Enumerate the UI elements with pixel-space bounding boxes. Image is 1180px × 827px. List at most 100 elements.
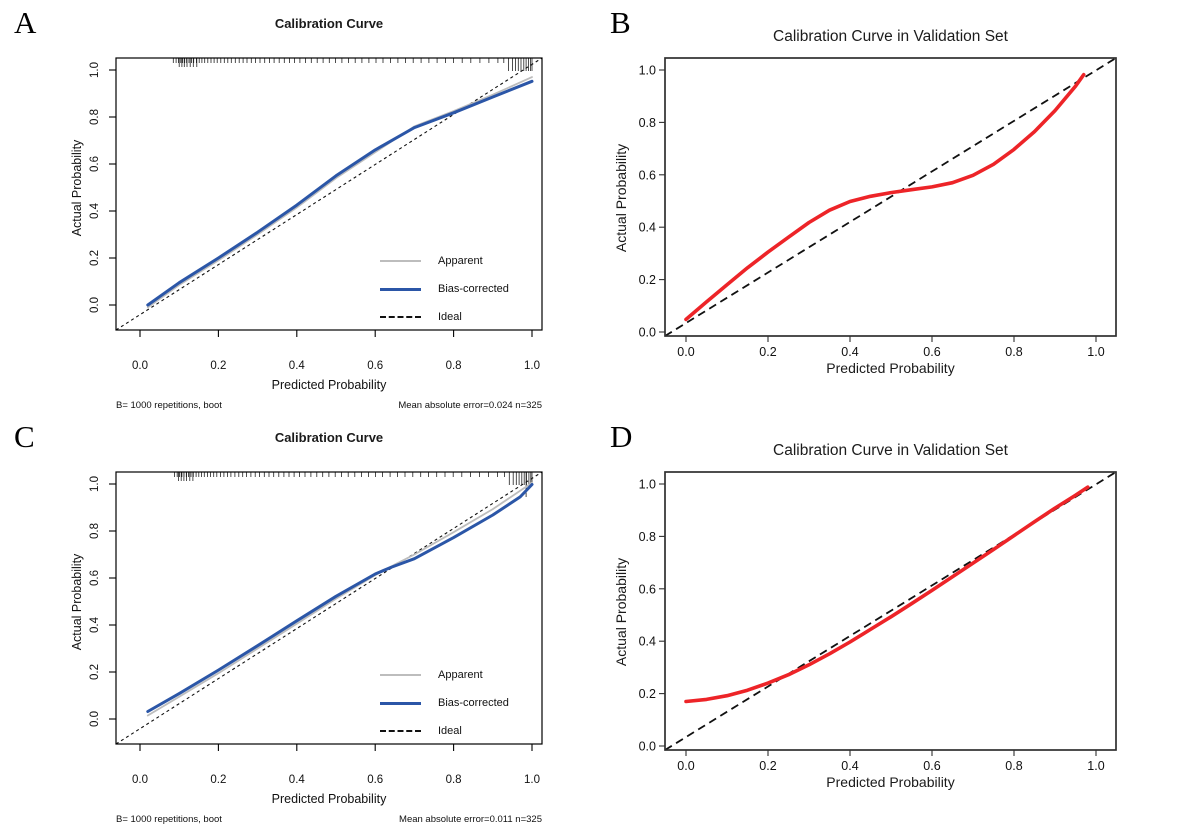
x-tick-label: 0.6 [923,345,940,359]
y-tick-label: 0.6 [639,582,656,596]
x-tick-label: 0.2 [759,759,776,773]
x-tick-label: 0.8 [446,360,462,372]
ideal-line [115,471,543,745]
plot-box [664,57,1117,337]
y-tick-label: 0.8 [89,523,101,539]
x-tick-label: 1.0 [524,360,540,372]
panel-a: A Calibration Curve Actual Probability P… [0,0,590,413]
y-tick-label: 0.6 [89,156,101,172]
legend-row-ideal: Ideal [380,303,509,331]
curve-validation-curve [684,72,1086,322]
x-tick-label: 0.8 [1005,759,1022,773]
y-tick-label: 1.0 [639,64,656,78]
panel-c-x-axis-label: Predicted Probability [271,792,387,806]
plot-box [664,471,1117,751]
y-tick-label: 0.2 [639,687,656,701]
x-tick-label: 0.6 [923,759,940,773]
y-tick-label: 0.4 [89,202,101,219]
panel-a-footer-left: B= 1000 repetitions, boot [116,400,222,411]
x-tick-label: 1.0 [1087,759,1104,773]
bias-corrected-line-swatch [380,287,421,291]
y-tick-label: 1.0 [639,478,656,492]
legend-label-ideal: Ideal [438,725,462,737]
legend-row-bias-corrected: Bias-corrected [380,689,509,717]
panel-d-letter: D [610,419,633,454]
legend-label-bias-corrected: Bias-corrected [438,697,509,709]
y-tick-label: 0.4 [89,616,101,633]
ideal-line [664,471,1117,751]
curve-bias-corrected [146,79,534,307]
x-tick-label: 0.0 [132,360,148,372]
x-tick-label: 1.0 [1087,345,1104,359]
legend-label-ideal: Ideal [438,311,462,323]
x-tick-label: 0.6 [367,360,383,372]
panel-a-title: Calibration Curve [274,16,384,31]
panel-a-letter: A [14,5,37,40]
x-tick-label: 0.4 [289,360,306,372]
panel-c-plot-canvas: 0.0 0.2 0.4 0.6 0.8 1.0 0.0 0.2 0.4 0.6 0.8 1.0 [89,471,543,786]
panel-d: D Calibration Curve in Validation Set Ac… [590,414,1180,827]
x-tick-label: 0.0 [132,774,148,786]
y-tick-label: 1.0 [89,62,101,78]
apparent-line-swatch [380,674,421,676]
panel-c: C Calibration Curve Actual Probability P… [0,414,590,827]
panel-a-x-axis-label: Predicted Probability [271,378,387,392]
ideal-line-swatch [380,316,421,318]
y-tick-label: 0.6 [639,168,656,182]
legend-row-apparent: Apparent [380,247,509,275]
panel-b-plot-canvas: 0.0 0.2 0.4 0.6 0.8 1.0 0.0 0.2 0.4 0.6 0.8 1.0 [639,57,1117,359]
panel-d-plot-canvas: 0.0 0.2 0.4 0.6 0.8 1.0 0.0 0.2 0.4 0.6 0.8 1.0 [639,471,1117,773]
x-tick-label: 0.4 [841,345,858,359]
panel-c-letter: C [14,419,35,454]
curve-bias-corrected [146,483,534,713]
y-tick-label: 0.2 [89,664,101,680]
y-tick-label: 0.6 [89,570,101,586]
y-tick-label: 0.4 [639,221,656,235]
y-tick-label: 0.0 [89,711,101,727]
ideal-line-swatch [380,730,421,732]
plot-box [115,57,543,331]
panel-a-plot-canvas: 0.0 0.2 0.4 0.6 0.8 1.0 0.0 0.2 0.4 0.6 0.8 1.0 [89,57,543,372]
apparent-line-swatch [380,260,421,262]
x-tick-label: 0.2 [759,345,776,359]
panel-b: B Calibration Curve in Validation Set Ac… [590,0,1180,413]
curve-apparent [146,481,533,717]
x-tick-label: 0.0 [677,759,694,773]
x-tick-label: 0.2 [210,360,226,372]
legend-row-apparent: Apparent [380,661,509,689]
ideal-line [664,57,1117,337]
y-tick-label: 1.0 [89,476,101,492]
x-tick-label: 0.4 [289,774,306,786]
legend-row-bias-corrected: Bias-corrected [380,275,509,303]
y-tick-label: 0.4 [639,635,656,649]
bias-corrected-line-swatch [380,701,421,705]
legend-row-ideal: Ideal [380,717,509,745]
y-tick-label: 0.8 [89,109,101,125]
panel-a-footer-right: Mean absolute error=0.024 n=325 [398,400,542,411]
panel-c-footer-left: B= 1000 repetitions, boot [116,814,222,825]
legend-label-apparent: Apparent [438,669,483,681]
legend-label-bias-corrected: Bias-corrected [438,283,509,295]
plot-box [115,471,543,745]
x-tick-label: 0.4 [841,759,858,773]
y-tick-label: 0.2 [639,273,656,287]
curve-apparent [146,76,533,309]
x-tick-label: 0.8 [1005,345,1022,359]
panel-a-legend: Apparent Bias-corrected Ideal [380,247,509,331]
x-tick-label: 0.8 [446,774,462,786]
panel-c-title: Calibration Curve [274,430,384,445]
y-tick-label: 0.0 [639,326,656,340]
x-tick-label: 0.2 [210,774,226,786]
panel-c-footer-right: Mean absolute error=0.011 n=325 [399,814,542,825]
x-tick-label: 0.6 [367,774,383,786]
legend-label-apparent: Apparent [438,255,483,267]
y-tick-label: 0.0 [89,297,101,313]
x-tick-label: 1.0 [524,774,540,786]
panel-d-x-axis-label: Predicted Probability [826,774,955,790]
y-tick-label: 0.0 [639,740,656,754]
y-tick-label: 0.8 [639,530,656,544]
panel-b-x-axis-label: Predicted Probability [826,360,955,376]
panel-b-letter: B [610,5,631,40]
panel-d-title: Calibration Curve in Validation Set [773,442,1008,459]
